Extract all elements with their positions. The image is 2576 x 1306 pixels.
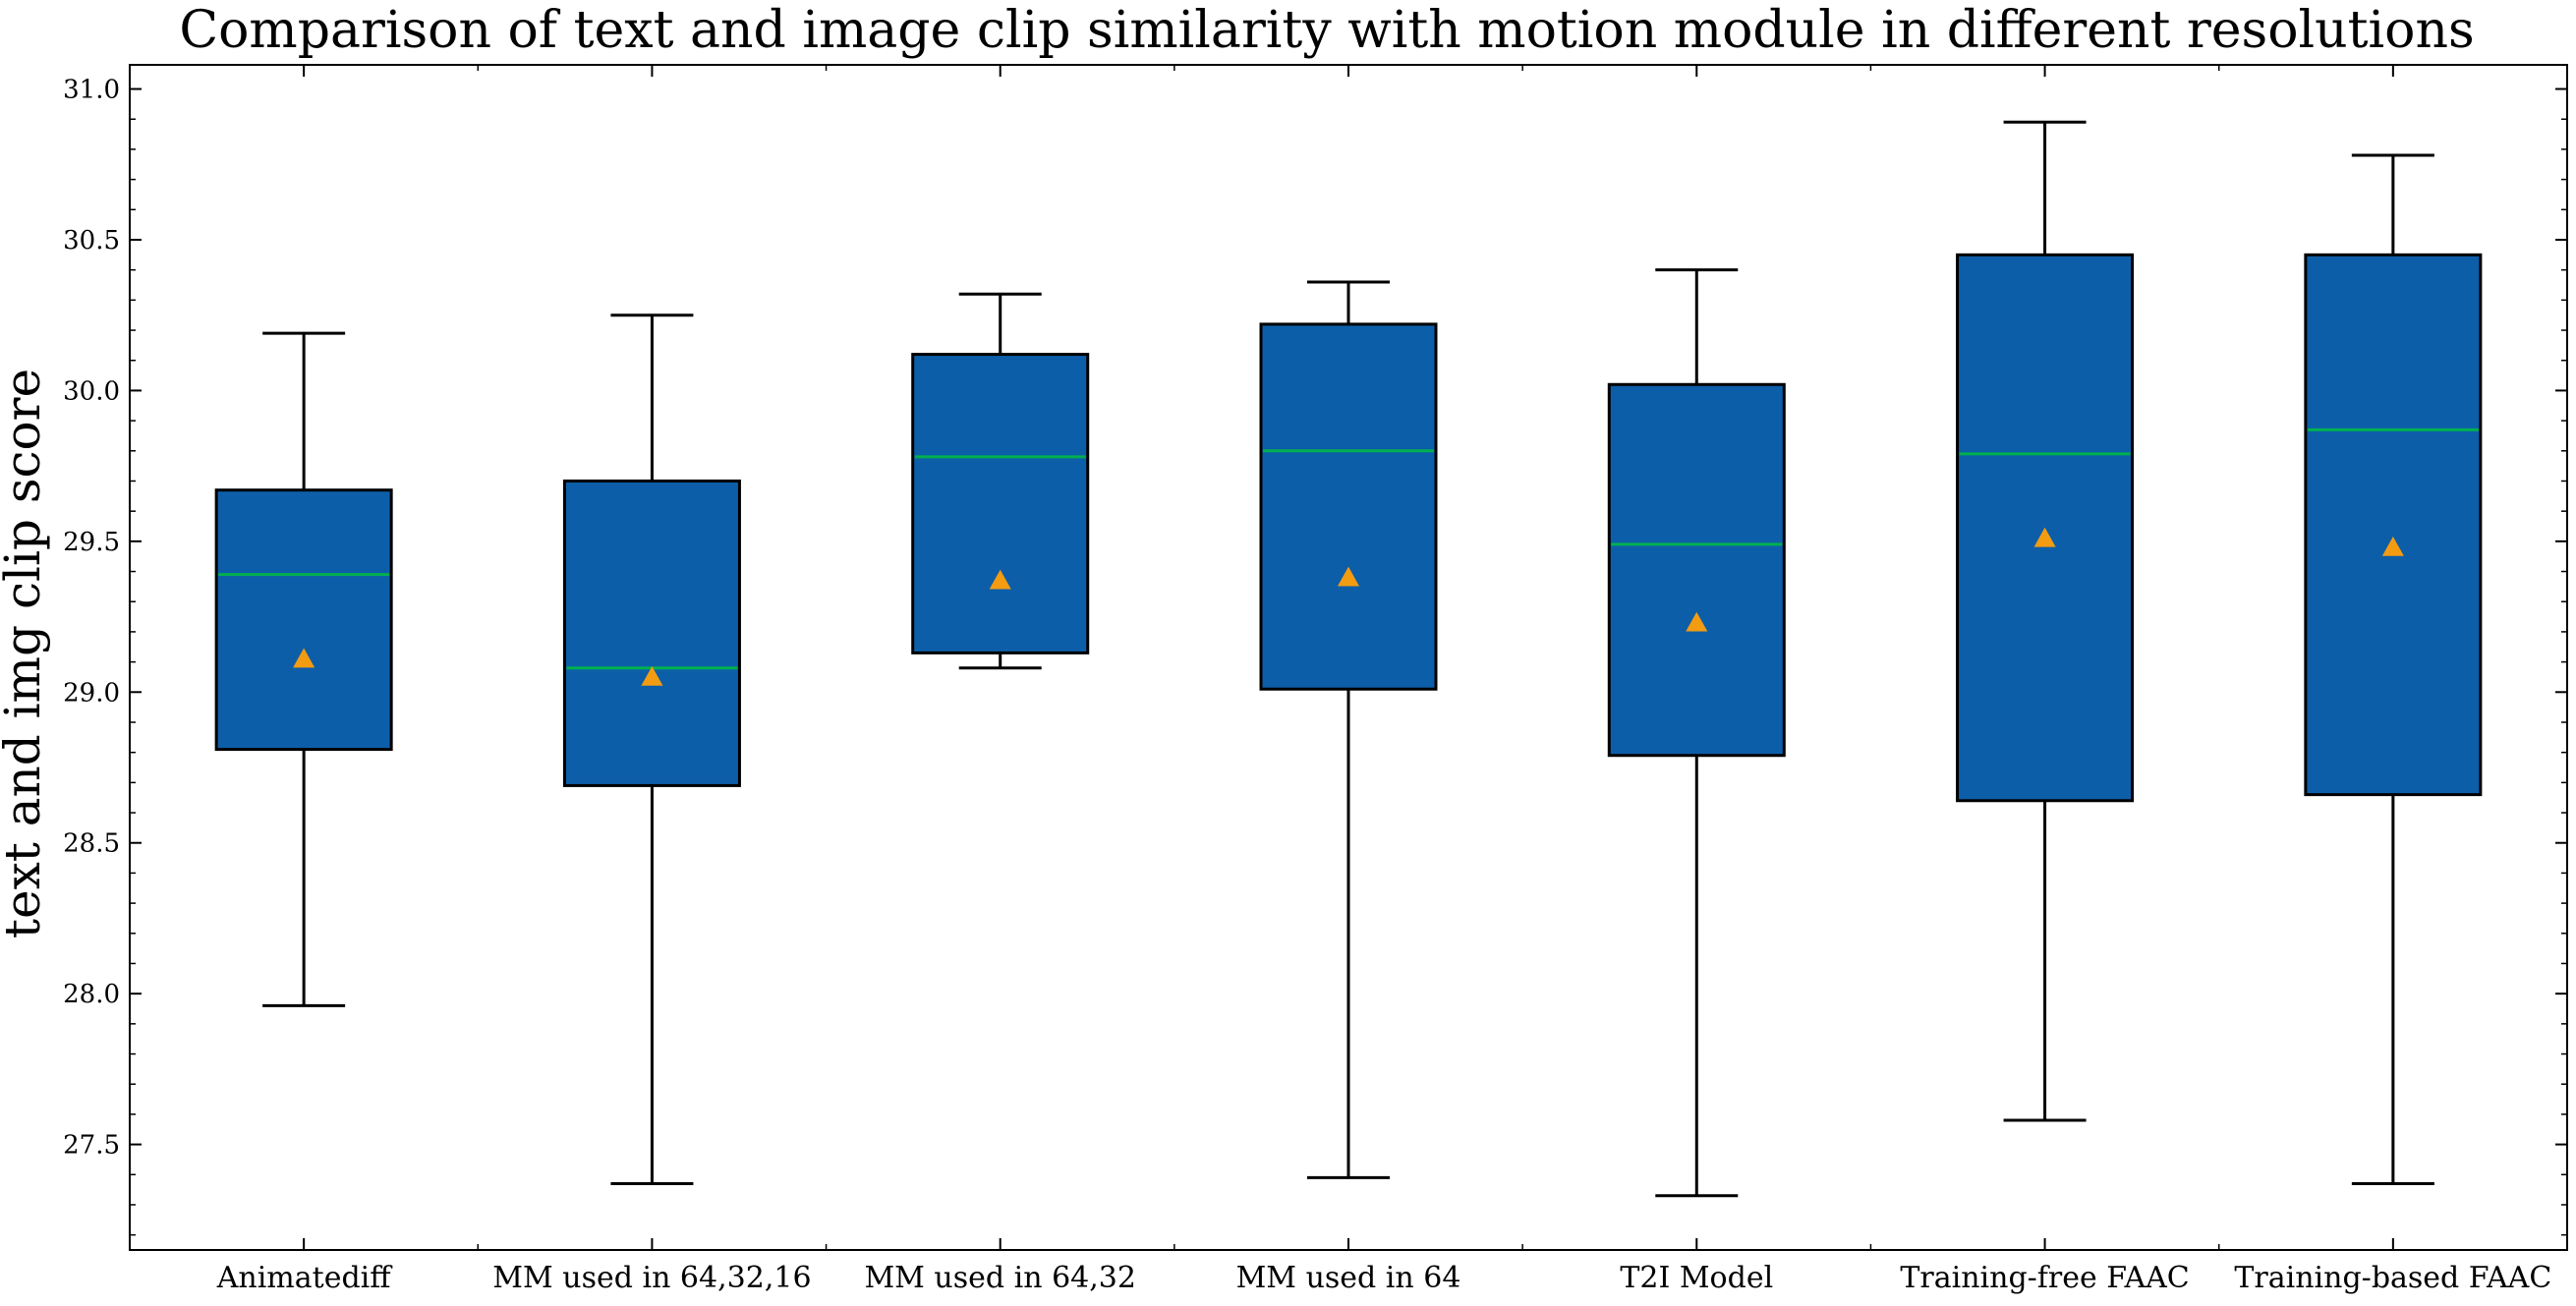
y-tick-label: 31.0 [63,76,120,105]
y-tick-label: 27.5 [63,1131,120,1161]
y-tick-label: 28.0 [63,980,120,1009]
iqr-box [911,353,1090,654]
y-tick-label: 29.5 [63,528,120,557]
iqr-box [1259,322,1438,691]
x-category-label: MM used in 64,32,16 [492,1261,811,1295]
iqr-box [214,488,393,752]
y-tick-label: 30.0 [63,376,120,406]
box-group [1956,120,2135,1122]
x-category-label: Animatediff [216,1261,394,1295]
mean-marker [641,665,663,686]
mean-marker [989,569,1011,590]
x-category-label: Training-free FAAC [1900,1261,2189,1295]
iqr-box [2304,253,2483,797]
chart-title: Comparison of text and image clip simila… [179,1,2474,60]
box-group [2304,153,2483,1185]
mean-marker [1338,566,1359,587]
y-tick-label: 29.0 [63,678,120,708]
x-category-label: T2I Model [1620,1261,1773,1295]
box-group [562,313,741,1185]
iqr-box [562,479,741,787]
box-group [1259,280,1438,1179]
mean-marker [2033,527,2056,547]
x-category-label: MM used in 64,32 [864,1261,1136,1295]
mean-marker [2381,536,2404,556]
x-category-label: MM used in 64 [1236,1261,1461,1295]
y-tick-label: 30.5 [63,226,120,256]
mean-marker [293,648,315,668]
box-group [214,331,393,1007]
y-tick-label: 28.5 [63,829,120,859]
plot-area: 27.5 28.0 28.5 29.0 29.5 30.0 30.5 31.0 Animated… [63,64,2568,1295]
y-axis-label: text and img clip score [0,369,51,938]
x-category-label: Training-based FAAC [2234,1261,2551,1295]
box-group [911,292,1090,670]
box-group [1607,268,1786,1198]
iqr-box [1607,382,1786,758]
mean-marker [1686,611,1708,632]
